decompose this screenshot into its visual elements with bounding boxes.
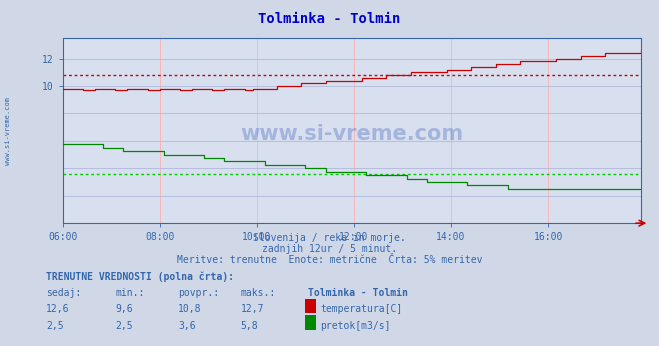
Text: temperatura[C]: temperatura[C] bbox=[320, 304, 403, 315]
Text: pretok[m3/s]: pretok[m3/s] bbox=[320, 321, 391, 331]
Text: povpr.:: povpr.: bbox=[178, 288, 219, 298]
Text: Tolminka - Tolmin: Tolminka - Tolmin bbox=[308, 288, 409, 298]
Text: 5,8: 5,8 bbox=[241, 321, 258, 331]
Text: TRENUTNE VREDNOSTI (polna črta):: TRENUTNE VREDNOSTI (polna črta): bbox=[46, 272, 234, 282]
Text: 2,5: 2,5 bbox=[46, 321, 64, 331]
Text: www.si-vreme.com: www.si-vreme.com bbox=[5, 98, 11, 165]
Text: Tolminka - Tolmin: Tolminka - Tolmin bbox=[258, 12, 401, 26]
Text: www.si-vreme.com: www.si-vreme.com bbox=[241, 124, 463, 144]
Text: 2,5: 2,5 bbox=[115, 321, 133, 331]
Text: 9,6: 9,6 bbox=[115, 304, 133, 315]
Text: 10,8: 10,8 bbox=[178, 304, 202, 315]
Text: 12,7: 12,7 bbox=[241, 304, 264, 315]
Text: Meritve: trenutne  Enote: metrične  Črta: 5% meritev: Meritve: trenutne Enote: metrične Črta: … bbox=[177, 255, 482, 265]
Text: 12,6: 12,6 bbox=[46, 304, 70, 315]
Text: zadnjih 12ur / 5 minut.: zadnjih 12ur / 5 minut. bbox=[262, 244, 397, 254]
Text: Slovenija / reke in morje.: Slovenija / reke in morje. bbox=[253, 233, 406, 243]
Text: 3,6: 3,6 bbox=[178, 321, 196, 331]
Text: sedaj:: sedaj: bbox=[46, 288, 81, 298]
Text: maks.:: maks.: bbox=[241, 288, 275, 298]
Text: min.:: min.: bbox=[115, 288, 145, 298]
